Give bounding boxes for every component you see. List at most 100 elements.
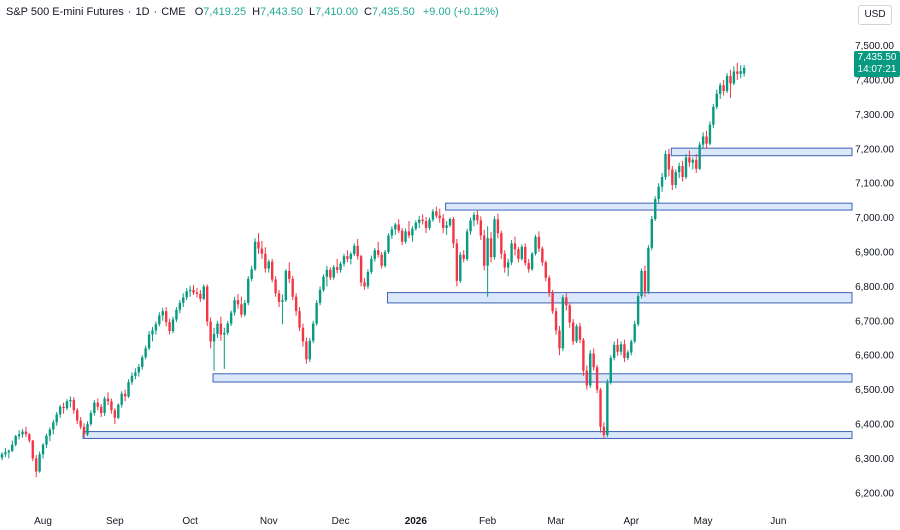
candle [253, 238, 257, 271]
candle-body [223, 332, 226, 335]
candle-body [216, 323, 219, 334]
candle [298, 307, 301, 332]
candle-body [510, 243, 513, 263]
candle-body [739, 71, 742, 74]
candle-body [404, 231, 407, 242]
interval-label[interactable]: 1D [135, 6, 150, 18]
candle [164, 307, 168, 327]
candle [96, 398, 99, 411]
candle-body [151, 330, 154, 335]
time-tick-label: Apr [623, 516, 639, 527]
support-zone[interactable] [212, 373, 853, 383]
candle [339, 261, 342, 273]
candle-body [561, 297, 565, 349]
candle-body [400, 230, 404, 242]
candle-body [144, 348, 147, 358]
candle [630, 339, 633, 356]
candle [677, 162, 681, 179]
support-zone[interactable] [670, 147, 853, 157]
candle-body [339, 263, 342, 270]
candlestick-series [0, 62, 746, 478]
price-axis[interactable]: 6,200.00 6,300.00 6,400.00 6,500.00 6,600.00… [855, 41, 894, 499]
candle-body [493, 219, 496, 258]
price-tick-label: 6,600.00 [855, 351, 894, 362]
candle [325, 265, 329, 287]
candle-body [332, 267, 335, 278]
candle-body [701, 136, 705, 145]
candle-body [137, 366, 140, 373]
candle [561, 295, 565, 352]
candle-body [363, 282, 366, 287]
candle-body [486, 238, 489, 266]
candle-body [595, 367, 599, 390]
candle [308, 338, 311, 363]
candle-body [465, 231, 469, 259]
candle [424, 216, 428, 234]
support-zone[interactable] [445, 202, 853, 211]
candle-body [424, 221, 428, 228]
candle [435, 206, 438, 219]
candle [691, 157, 695, 170]
currency-selector[interactable]: USD [858, 5, 892, 25]
candle-body [688, 157, 691, 163]
candle [742, 65, 746, 77]
candle-body [712, 106, 715, 125]
candle [411, 226, 414, 242]
candle [544, 260, 547, 282]
candle [349, 252, 353, 265]
candle [640, 268, 643, 299]
candle [82, 423, 86, 438]
candle-body [459, 254, 462, 281]
candle [719, 82, 722, 99]
symbol-name[interactable]: S&P 500 E-mini Futures [6, 6, 124, 18]
candle [643, 265, 647, 297]
candle-body [342, 256, 346, 264]
support-zone[interactable] [82, 431, 853, 439]
candle-body [274, 279, 277, 294]
candle [318, 286, 322, 306]
candle [722, 80, 725, 96]
candle-body [725, 75, 729, 92]
candle [578, 322, 582, 344]
candle [657, 183, 660, 204]
candle-body [329, 269, 332, 278]
candle [606, 379, 609, 438]
time-tick-label: 2026 [405, 516, 428, 527]
candle-body [127, 382, 130, 397]
candle-body [630, 341, 633, 353]
candle [459, 252, 462, 283]
candle-body [192, 289, 195, 293]
candle [681, 160, 684, 182]
candle-body [527, 263, 530, 270]
price-tick-label: 7,200.00 [855, 144, 894, 155]
candle [144, 345, 147, 360]
candle-body [479, 220, 482, 236]
candle [264, 247, 267, 273]
candle [582, 338, 585, 376]
candle [209, 317, 212, 349]
candle [315, 300, 318, 326]
candle [185, 288, 188, 301]
candle [729, 69, 732, 98]
candle-body [359, 256, 363, 283]
time-tick-label: Nov [260, 516, 278, 527]
candle-body [134, 372, 137, 376]
candle [363, 277, 366, 290]
time-tick-label: Mar [547, 516, 565, 527]
support-zone[interactable] [386, 292, 853, 304]
candle [510, 239, 513, 266]
time-axis[interactable]: Aug Sep Oct Nov Dec 2026 Feb Mar Apr May Jun [34, 516, 786, 527]
high-label: H [252, 6, 261, 18]
candle [479, 216, 482, 240]
candle [284, 269, 288, 302]
candle [113, 408, 117, 425]
candle [359, 254, 363, 287]
candle [4, 448, 7, 458]
candle [647, 245, 650, 294]
candle-body [65, 401, 69, 409]
candle-body [41, 444, 45, 455]
candle [712, 104, 715, 129]
price-tick-label: 7,500.00 [855, 41, 894, 52]
candle [11, 440, 14, 453]
